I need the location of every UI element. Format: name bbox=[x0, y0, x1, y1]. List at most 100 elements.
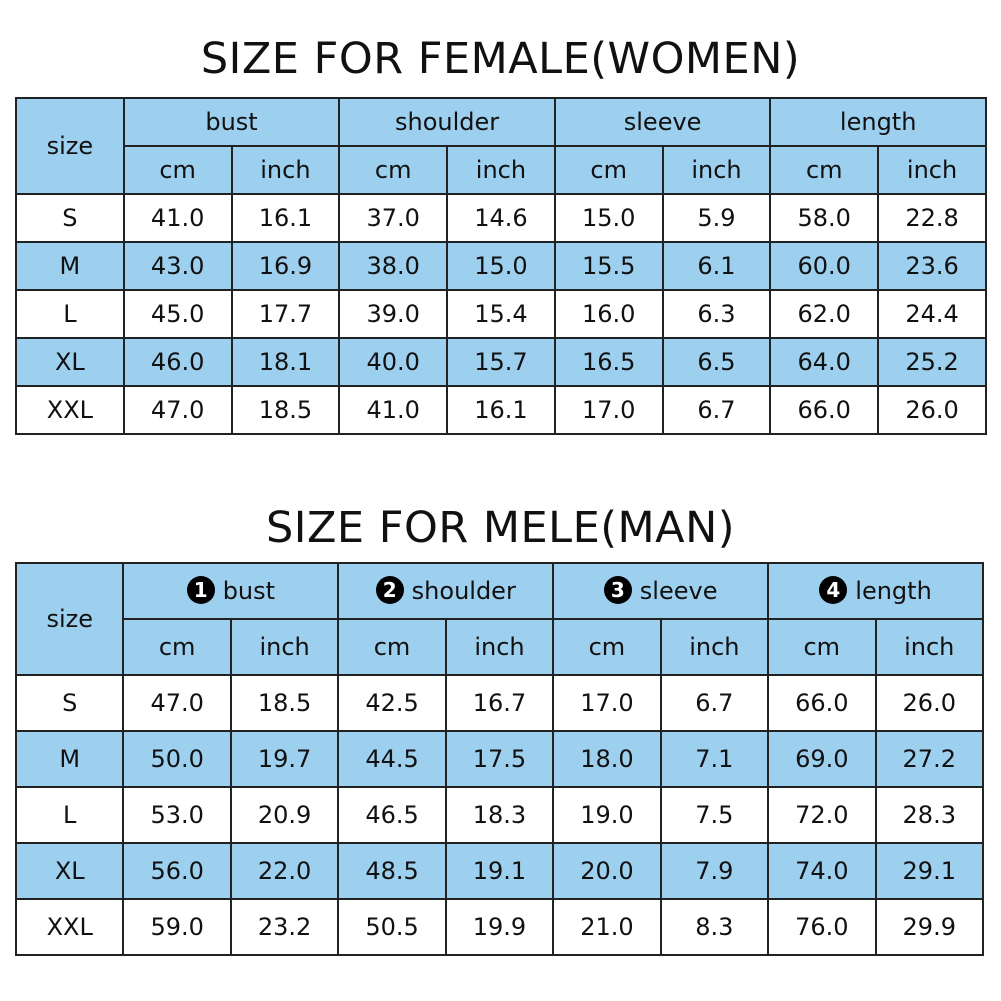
group-header-shoulder: shoulder bbox=[338, 97, 556, 147]
group-label: shoulder bbox=[394, 108, 500, 136]
table-row: L 45.0 17.7 39.0 15.4 16.0 6.3 62.0 24.4 bbox=[15, 289, 987, 339]
value-cell: 14.6 bbox=[446, 193, 556, 243]
unit-header: inch bbox=[874, 618, 984, 676]
value-cell: 6.5 bbox=[661, 337, 772, 387]
value-cell: 17.5 bbox=[444, 730, 555, 788]
value-cell: 18.0 bbox=[552, 730, 662, 788]
value-cell: 50.0 bbox=[122, 730, 232, 788]
value-cell: 7.5 bbox=[659, 786, 770, 844]
size-cell: XL bbox=[15, 337, 125, 387]
value-cell: 23.2 bbox=[229, 898, 340, 956]
group-label: bust bbox=[222, 576, 276, 605]
group-header-sleeve: sleeve bbox=[553, 97, 772, 147]
value-cell: 47.0 bbox=[122, 385, 233, 435]
group-header-length: length bbox=[769, 97, 987, 147]
value-cell: 74.0 bbox=[767, 842, 877, 900]
unit-row: cm inch cm inch cm inch cm inch bbox=[16, 145, 987, 195]
value-cell: 47.0 bbox=[122, 674, 232, 732]
value-cell: 37.0 bbox=[338, 193, 449, 243]
value-cell: 16.9 bbox=[230, 241, 341, 291]
table-row: M 50.0 19.7 44.5 17.5 18.0 7.1 69.0 27.2 bbox=[14, 730, 984, 788]
header-row: size 1 bust 2 shoulder 3 sleeve 4 length bbox=[14, 562, 984, 676]
value-cell: 15.5 bbox=[553, 241, 664, 291]
female-size-table: size bust shoulder sleeve length cm inch cm inch… bbox=[15, 97, 987, 435]
value-cell: 6.1 bbox=[661, 241, 772, 291]
unit-header: cm bbox=[338, 145, 449, 195]
size-cell: S bbox=[15, 193, 125, 243]
size-header: size bbox=[15, 97, 125, 195]
value-cell: 23.6 bbox=[877, 241, 987, 291]
table-row: XXL 59.0 23.2 50.5 19.9 21.0 8.3 76.0 29.9 bbox=[14, 898, 984, 956]
value-cell: 21.0 bbox=[552, 898, 662, 956]
male-size-table: size 1 bust 2 shoulder 3 sleeve 4 length cm inch cm… bbox=[14, 562, 984, 956]
group-label: length bbox=[855, 576, 932, 605]
value-cell: 17.7 bbox=[230, 289, 341, 339]
unit-header: inch bbox=[877, 145, 987, 195]
value-cell: 29.1 bbox=[874, 842, 984, 900]
value-cell: 15.7 bbox=[446, 337, 556, 387]
value-cell: 16.1 bbox=[230, 193, 341, 243]
unit-header: inch bbox=[446, 145, 556, 195]
unit-row: cm inch cm inch cm inch cm inch bbox=[16, 618, 984, 676]
value-cell: 76.0 bbox=[767, 898, 877, 956]
value-cell: 6.7 bbox=[661, 385, 772, 435]
value-cell: 22.8 bbox=[877, 193, 987, 243]
value-cell: 38.0 bbox=[338, 241, 449, 291]
female-size-title: SIZE FOR FEMALE(WOMEN) bbox=[200, 34, 801, 84]
value-cell: 60.0 bbox=[769, 241, 880, 291]
group-label: sleeve bbox=[639, 576, 718, 605]
value-cell: 42.5 bbox=[337, 674, 447, 732]
value-cell: 40.0 bbox=[338, 337, 449, 387]
value-cell: 19.1 bbox=[444, 842, 555, 900]
value-cell: 56.0 bbox=[122, 842, 232, 900]
unit-header: cm bbox=[337, 618, 447, 676]
number-badge-icon: 3 bbox=[603, 575, 632, 604]
value-cell: 16.0 bbox=[553, 289, 664, 339]
table-row: XXL 47.0 18.5 41.0 16.1 17.0 6.7 66.0 26.0 bbox=[15, 385, 987, 435]
value-cell: 66.0 bbox=[769, 385, 880, 435]
value-cell: 22.0 bbox=[229, 842, 340, 900]
value-cell: 18.3 bbox=[444, 786, 555, 844]
value-cell: 46.5 bbox=[337, 786, 447, 844]
number-badge-icon: 4 bbox=[819, 575, 848, 604]
value-cell: 69.0 bbox=[767, 730, 877, 788]
value-cell: 19.0 bbox=[552, 786, 662, 844]
value-cell: 26.0 bbox=[877, 385, 987, 435]
value-cell: 59.0 bbox=[122, 898, 232, 956]
value-cell: 15.0 bbox=[553, 193, 664, 243]
group-header-bust: bust bbox=[122, 97, 341, 147]
value-cell: 15.4 bbox=[446, 289, 556, 339]
unit-header: inch bbox=[661, 145, 772, 195]
value-cell: 7.1 bbox=[659, 730, 770, 788]
value-cell: 44.5 bbox=[337, 730, 447, 788]
value-cell: 17.0 bbox=[553, 385, 664, 435]
group-label: shoulder bbox=[411, 576, 516, 605]
unit-header: cm bbox=[553, 145, 664, 195]
value-cell: 6.7 bbox=[659, 674, 770, 732]
size-cell: XXL bbox=[14, 898, 125, 956]
unit-header: inch bbox=[229, 618, 340, 676]
size-cell: XL bbox=[14, 842, 125, 900]
size-cell: M bbox=[15, 241, 125, 291]
group-header-bust: 1 bust bbox=[122, 562, 340, 620]
number-badge-icon: 2 bbox=[375, 575, 404, 604]
table-row: XL 56.0 22.0 48.5 19.1 20.0 7.9 74.0 29.1 bbox=[14, 842, 984, 900]
unit-header: inch bbox=[230, 145, 341, 195]
value-cell: 18.5 bbox=[229, 674, 340, 732]
value-cell: 25.2 bbox=[877, 337, 987, 387]
value-cell: 18.5 bbox=[230, 385, 341, 435]
unit-header: cm bbox=[122, 145, 233, 195]
size-cell: M bbox=[14, 730, 125, 788]
unit-header: cm bbox=[552, 618, 662, 676]
value-cell: 43.0 bbox=[122, 241, 233, 291]
value-cell: 6.3 bbox=[661, 289, 772, 339]
group-label: sleeve bbox=[623, 108, 702, 136]
value-cell: 17.0 bbox=[552, 674, 662, 732]
value-cell: 20.9 bbox=[229, 786, 340, 844]
unit-header: inch bbox=[444, 618, 555, 676]
group-header-shoulder: 2 shoulder bbox=[337, 562, 555, 620]
value-cell: 64.0 bbox=[769, 337, 880, 387]
value-cell: 18.1 bbox=[230, 337, 341, 387]
unit-header: cm bbox=[122, 618, 232, 676]
header-row: size bust shoulder sleeve length bbox=[15, 97, 987, 195]
